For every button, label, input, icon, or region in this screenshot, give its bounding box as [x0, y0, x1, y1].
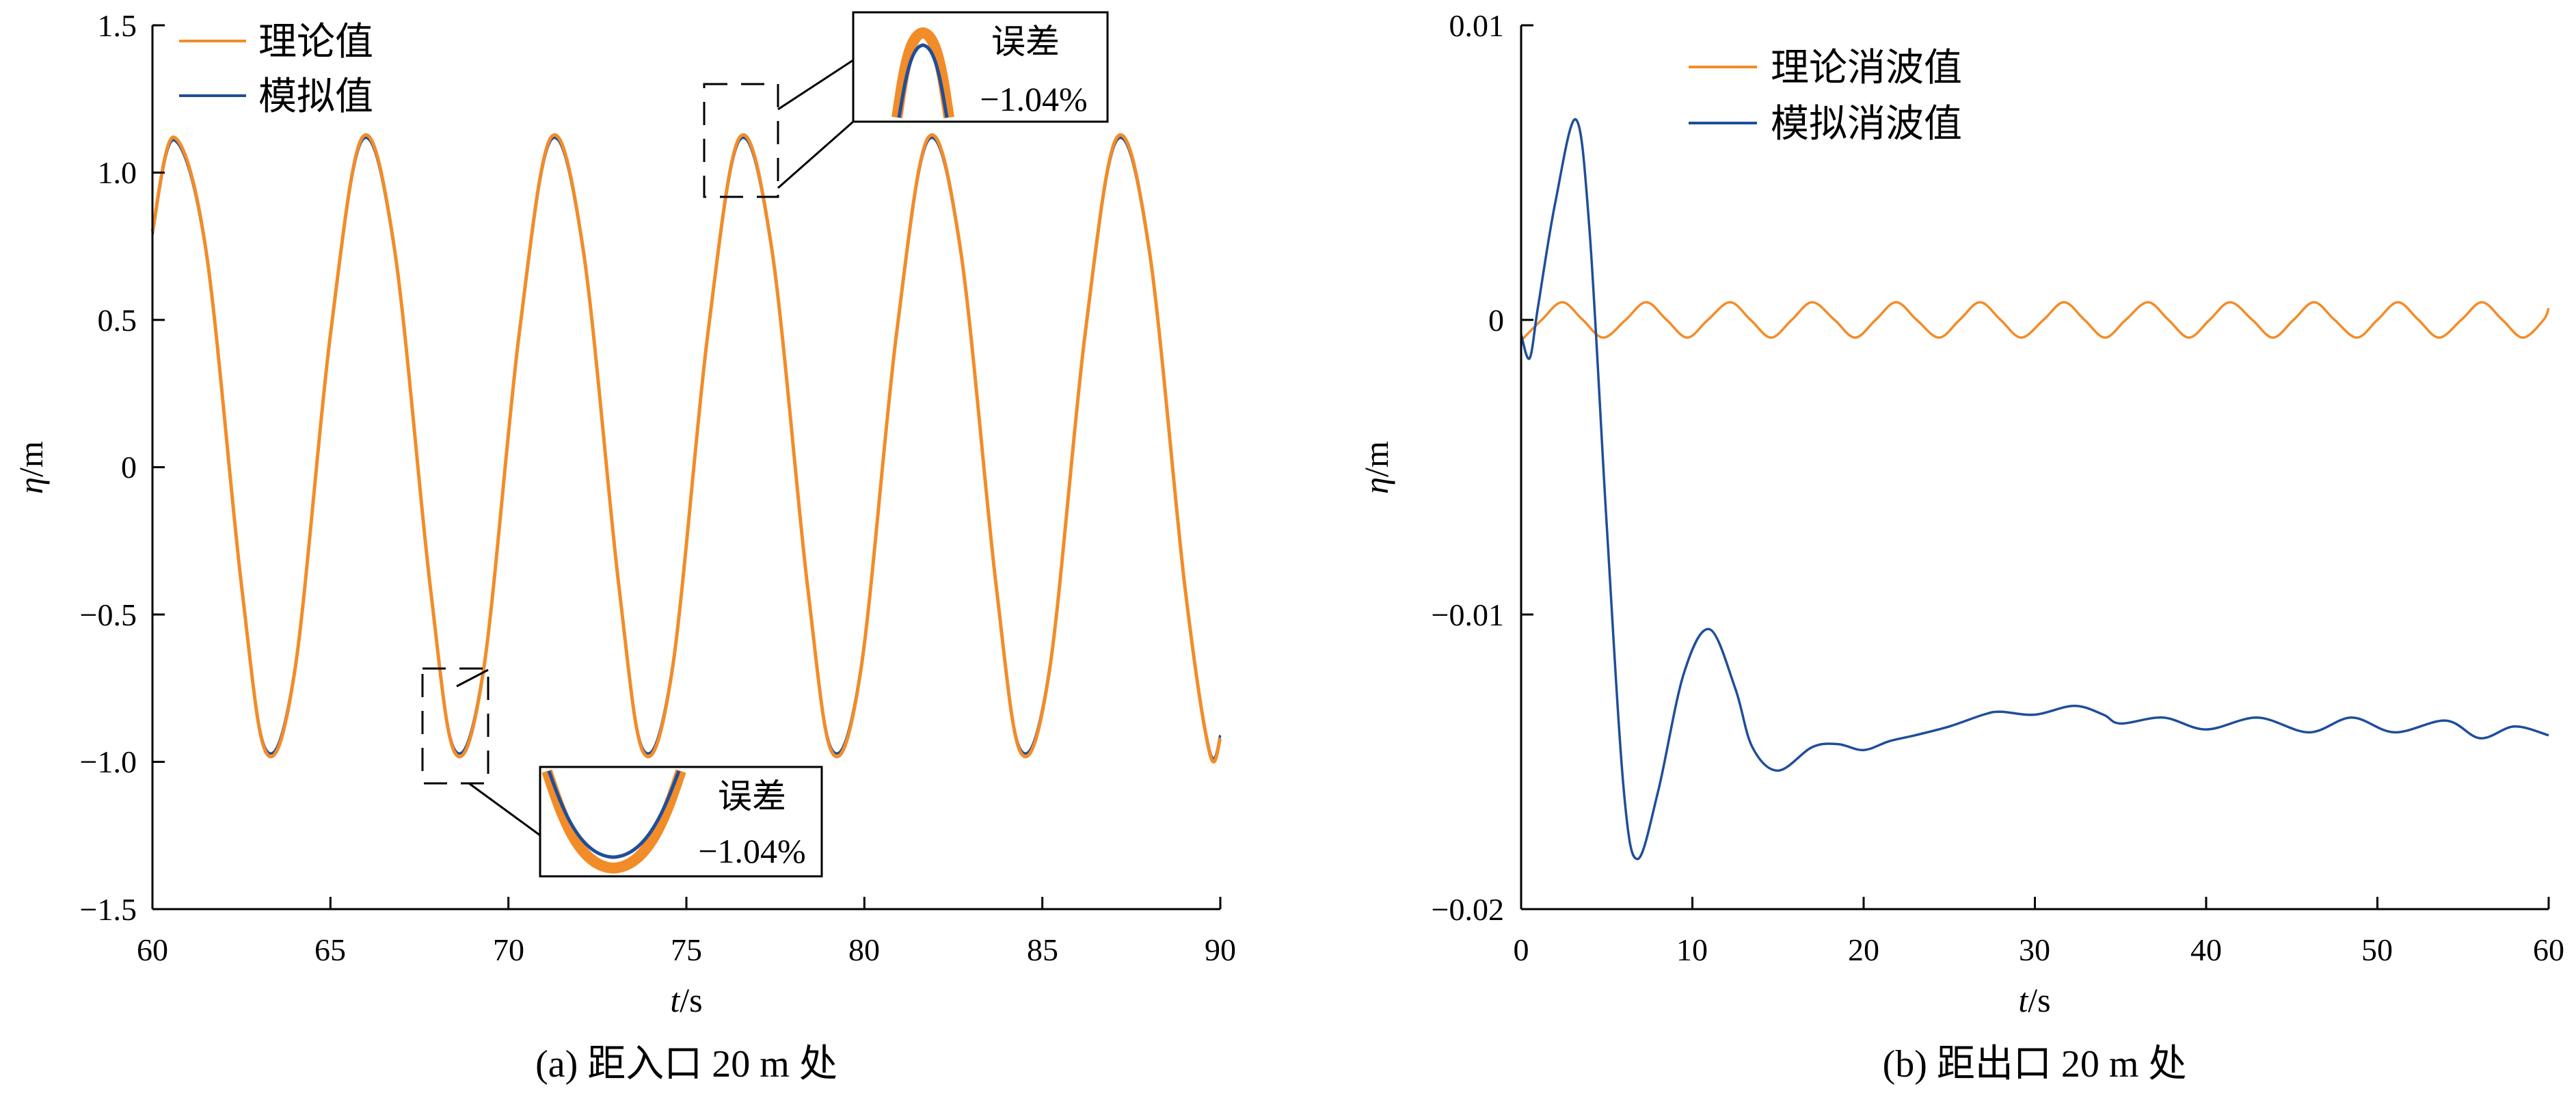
inset-trough-value: −1.04% — [698, 832, 805, 870]
chart-a-xtick-label: 90 — [1205, 932, 1236, 967]
chart-b-y-axis-label: η/m — [1357, 441, 1395, 494]
chart-a-ytick-label: 1.0 — [98, 155, 137, 190]
legend-label-simulated: 模拟值 — [258, 76, 373, 118]
chart-b-xtick-label: 30 — [2019, 932, 2050, 967]
chart-a-xtick-label: 85 — [1027, 932, 1058, 967]
chart-a-zoom-peak: 误差 −1.04% — [703, 11, 1109, 198]
legend-label-theory-damping: 理论消波值 — [1771, 47, 1962, 90]
legend-label-simulated-damping: 模拟消波值 — [1771, 103, 1962, 146]
inset-trough-label: 误差 — [718, 777, 786, 815]
chart-a: 60 65 70 75 80 85 90 −1.5 −1.0 −0.5 0 0.… — [12, 8, 1236, 1085]
chart-b-series-theory-line — [1520, 301, 2550, 342]
chart-a-series-simulated-line — [151, 137, 1222, 760]
chart-a-legend: 理论值 模拟值 — [179, 21, 373, 118]
chart-b-xtick-label: 40 — [2190, 932, 2222, 967]
chart-b: 0 10 20 30 40 50 60 −0.02 −0.01 0 0.01 t… — [1357, 8, 2564, 1085]
inset-trough-simulated-curve — [547, 770, 681, 859]
chart-a-xtick-label: 70 — [493, 932, 524, 967]
chart-b-xtick-label: 50 — [2361, 932, 2393, 967]
chart-b-legend: 理论消波值 模拟消波值 — [1689, 47, 1962, 146]
chart-a-series-theory-line — [150, 133, 1222, 764]
zoom-box-trough — [421, 667, 489, 785]
chart-b-caption: (b) 距出口 20 m 处 — [1883, 1043, 2187, 1085]
inset-peak-simulated-curve — [897, 43, 949, 118]
chart-a-ytick-label: 1.5 — [98, 8, 137, 43]
chart-b-ytick-label: 0.01 — [1449, 8, 1505, 43]
chart-b-ticks — [1520, 24, 2550, 910]
chart-a-ytick-label: −1.5 — [80, 892, 137, 927]
chart-b-series-simulated-line — [1520, 118, 2549, 861]
inset-peak-label: 误差 — [991, 23, 1060, 61]
chart-b-x-axis-label: t/s — [2018, 981, 2050, 1019]
chart-b-xtick-label: 60 — [2533, 932, 2564, 967]
chart-a-zoom-trough: 误差 −1.04% — [421, 667, 823, 878]
inset-peak-theory-curve — [891, 27, 954, 119]
chart-b-xtick-label: 20 — [1848, 932, 1879, 967]
zoom-connector-peak-bottom — [777, 120, 854, 189]
chart-a-xtick-label: 60 — [137, 932, 168, 967]
zoom-connector-peak-top — [777, 59, 854, 111]
chart-a-caption: (a) 距入口 20 m 处 — [535, 1043, 837, 1085]
chart-b-ytick-label: 0 — [1488, 303, 1504, 338]
chart-b-xtick-label: 0 — [1514, 932, 1529, 967]
inset-peak-value: −1.04% — [980, 80, 1087, 118]
chart-a-x-axis-label: t/s — [670, 981, 702, 1019]
chart-b-xtick-label: 10 — [1676, 932, 1708, 967]
zoom-connector-trough-top — [456, 669, 489, 688]
chart-a-ytick-label: −0.5 — [80, 597, 137, 632]
chart-b-ytick-label: −0.02 — [1432, 892, 1504, 927]
chart-a-ticks — [151, 24, 1222, 910]
chart-b-series-layer — [1520, 118, 2550, 861]
zoom-box-peak — [703, 83, 779, 198]
chart-a-y-axis-label: η/m — [12, 441, 50, 494]
chart-a-ytick-label: 0.5 — [98, 303, 137, 338]
chart-b-ytick-label: −0.01 — [1432, 597, 1504, 632]
inset-trough-theory-curve — [541, 769, 686, 874]
chart-a-xtick-label: 75 — [671, 932, 702, 967]
legend-label-theory: 理论值 — [258, 21, 373, 64]
chart-a-series-layer — [150, 133, 1222, 764]
chart-a-xtick-label: 80 — [848, 932, 880, 967]
chart-a-ytick-label: 0 — [121, 450, 137, 485]
zoom-connector-trough-bottom — [468, 782, 541, 837]
chart-a-xtick-label: 65 — [314, 932, 346, 967]
chart-a-ytick-label: −1.0 — [80, 744, 137, 779]
